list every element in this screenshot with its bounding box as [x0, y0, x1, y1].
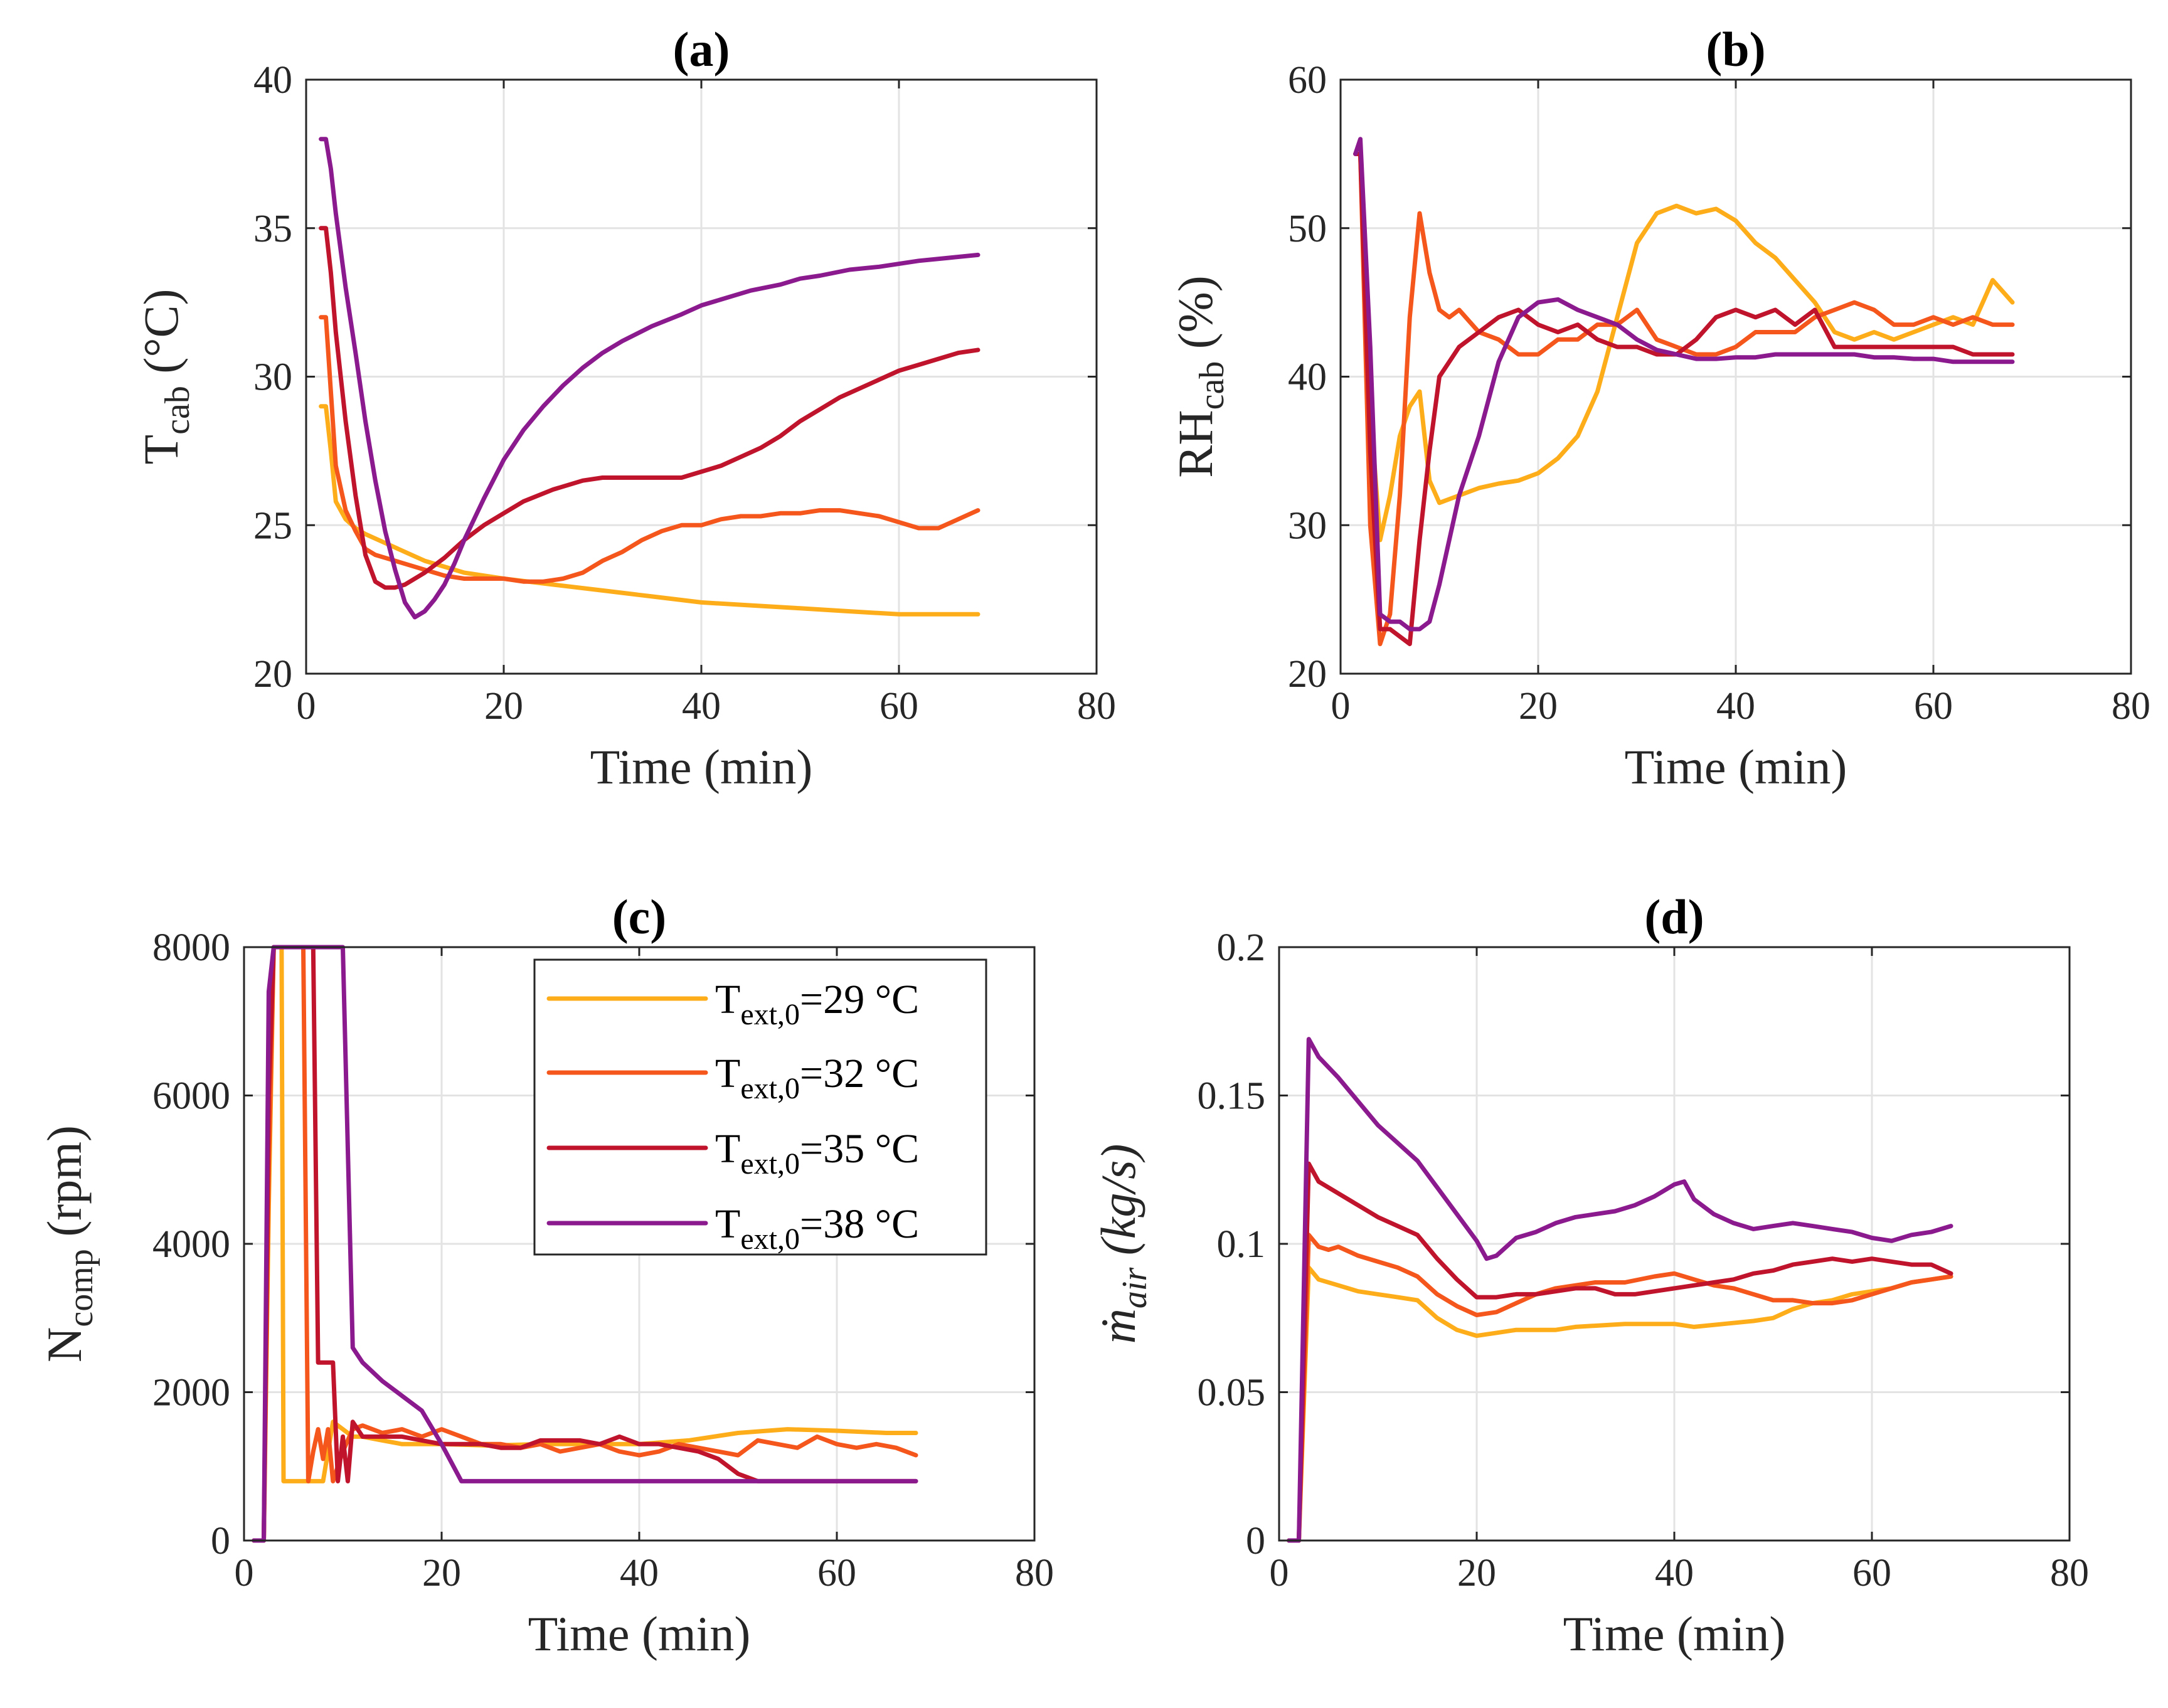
series-b-s38 [1353, 137, 2015, 632]
xtick-label-a-4: 80 [1077, 685, 1116, 728]
ytick-label-d-0: 0 [1246, 1520, 1265, 1562]
xtick-label-b-1: 20 [1519, 685, 1558, 728]
series-a-s38 [319, 137, 980, 620]
ytick-label-a-3: 35 [253, 208, 292, 250]
ytick-label-b-4: 60 [1288, 59, 1327, 102]
xlabel-a: Time (min) [590, 740, 813, 794]
legend-label-32: Text,0=32 °C [715, 1051, 919, 1105]
ytick-label-b-0: 20 [1288, 653, 1327, 696]
ytick-label-a-1: 25 [253, 504, 292, 547]
chart-d: 0 20 40 60 80 0 0.05 0.1 0.15 0.2 (d) Time (min) ṁai… [1091, 889, 2089, 1661]
ytick-label-c-2: 4000 [152, 1223, 230, 1266]
xlabel-b: Time (min) [1625, 740, 1847, 794]
xlabel-d: Time (min) [1563, 1606, 1786, 1661]
ytick-label-c-1: 2000 [152, 1372, 230, 1414]
ytick-label-a-2: 30 [253, 356, 292, 399]
ylabel-c: Ncomp (rpm) [37, 1125, 100, 1362]
series-b-s32 [1353, 151, 2015, 647]
ytick-label-c-4: 8000 [152, 926, 230, 969]
series-d-s29 [1287, 1265, 1953, 1543]
xtick-label-c-3: 60 [817, 1552, 856, 1594]
ytick-label-d-4: 0.2 [1217, 926, 1266, 969]
ytick-label-d-2: 0.1 [1217, 1223, 1266, 1266]
xtick-label-d-3: 60 [1852, 1552, 1891, 1594]
xtick-label-c-2: 40 [620, 1552, 659, 1594]
legend-label-35: Text,0=35 °C [715, 1126, 919, 1180]
ylabel-a: Tcab (°C) [134, 289, 197, 464]
xtick-label-a-1: 20 [484, 685, 523, 728]
series-a-s32 [319, 315, 980, 584]
series-b-s29 [1353, 151, 2015, 543]
xtick-label-b-3: 60 [1914, 685, 1953, 728]
xtick-label-a-2: 40 [682, 685, 721, 728]
xtick-label-d-0: 0 [1270, 1552, 1289, 1594]
ytick-label-c-3: 6000 [152, 1075, 230, 1118]
ytick-label-b-1: 30 [1288, 504, 1327, 547]
xtick-label-b-2: 40 [1716, 685, 1755, 728]
xtick-label-d-2: 40 [1655, 1552, 1694, 1594]
xlabel-c: Time (min) [528, 1606, 751, 1661]
ytick-label-b-3: 50 [1288, 208, 1327, 250]
series-a-s35 [319, 226, 980, 590]
ytick-label-c-0: 0 [211, 1520, 230, 1562]
xtick-label-b-0: 0 [1331, 685, 1351, 728]
series-d-s32 [1287, 1233, 1953, 1543]
legend-label-38: Text,0=38 °C [715, 1201, 919, 1256]
xtick-label-c-1: 20 [422, 1552, 461, 1594]
xtick-label-d-1: 20 [1457, 1552, 1496, 1594]
legend-label-29: Text,0=29 °C [715, 977, 919, 1031]
ytick-label-a-4: 40 [253, 59, 292, 102]
xtick-label-c-0: 0 [235, 1552, 254, 1594]
series-d-s38 [1287, 1037, 1953, 1543]
xtick-label-b-4: 80 [2112, 685, 2150, 728]
series-b-s35 [1353, 151, 2015, 647]
series-a-s29 [319, 404, 980, 617]
ytick-label-b-2: 40 [1288, 356, 1327, 399]
xtick-label-a-3: 60 [879, 685, 918, 728]
xtick-label-a-0: 0 [297, 685, 316, 728]
plot-title-c: (c) [612, 889, 667, 944]
plot-title-b: (b) [1706, 22, 1765, 77]
legend-box [533, 958, 987, 1256]
plot-title-d: (d) [1644, 889, 1704, 944]
series-d-s35 [1287, 1161, 1953, 1543]
xtick-label-c-4: 80 [1015, 1552, 1054, 1594]
ylabel-b: RHcab (%) [1168, 275, 1231, 478]
ylabel-d: ṁair (kg/s) [1091, 1144, 1154, 1344]
legend: Text,0=29 °C Text,0=32 °C Text,0=35 °C T… [533, 958, 987, 1256]
ytick-label-d-1: 0.05 [1198, 1372, 1266, 1414]
ytick-label-a-0: 20 [253, 653, 292, 696]
plot-title-a: (a) [673, 22, 730, 77]
ytick-label-d-3: 0.15 [1198, 1075, 1266, 1118]
xtick-label-d-4: 80 [2050, 1552, 2089, 1594]
